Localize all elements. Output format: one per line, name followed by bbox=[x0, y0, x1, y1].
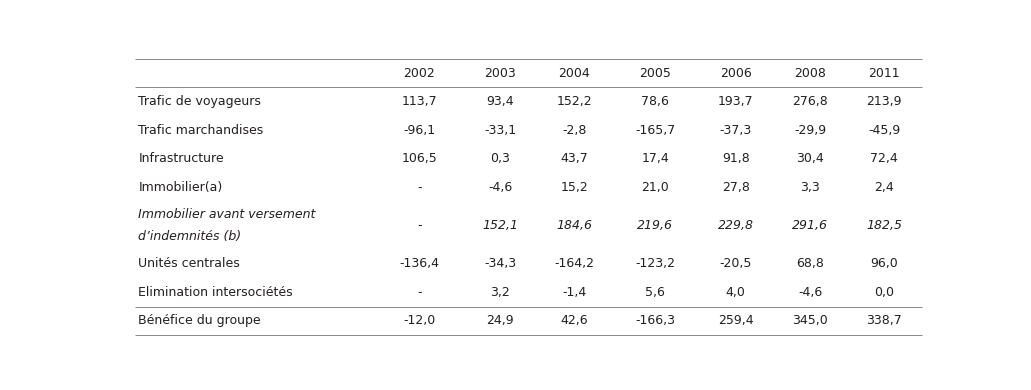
Text: Immobilier avant versement: Immobilier avant versement bbox=[138, 208, 315, 222]
Text: 229,8: 229,8 bbox=[718, 219, 754, 232]
Text: 2003: 2003 bbox=[485, 67, 516, 80]
Text: 345,0: 345,0 bbox=[792, 314, 828, 327]
Text: 96,0: 96,0 bbox=[870, 257, 898, 270]
Text: 152,1: 152,1 bbox=[483, 219, 519, 232]
Text: 2,4: 2,4 bbox=[874, 181, 894, 194]
Text: Bénéfice du groupe: Bénéfice du groupe bbox=[138, 314, 261, 327]
Text: Elimination intersociétés: Elimination intersociétés bbox=[138, 286, 293, 299]
Text: 24,9: 24,9 bbox=[487, 314, 513, 327]
Text: -12,0: -12,0 bbox=[403, 314, 435, 327]
Text: 193,7: 193,7 bbox=[718, 95, 754, 108]
Text: -123,2: -123,2 bbox=[635, 257, 675, 270]
Text: 106,5: 106,5 bbox=[401, 152, 437, 165]
Text: 2005: 2005 bbox=[639, 67, 671, 80]
Text: -4,6: -4,6 bbox=[488, 181, 512, 194]
Text: Unités centrales: Unités centrales bbox=[138, 257, 240, 270]
Text: -165,7: -165,7 bbox=[635, 124, 675, 136]
Text: 338,7: 338,7 bbox=[866, 314, 902, 327]
Text: -164,2: -164,2 bbox=[555, 257, 595, 270]
Text: 2006: 2006 bbox=[720, 67, 752, 80]
Text: 78,6: 78,6 bbox=[641, 95, 669, 108]
Text: 15,2: 15,2 bbox=[561, 181, 589, 194]
Text: -45,9: -45,9 bbox=[868, 124, 900, 136]
Text: Trafic marchandises: Trafic marchandises bbox=[138, 124, 264, 136]
Text: 291,6: 291,6 bbox=[792, 219, 828, 232]
Text: 3,3: 3,3 bbox=[800, 181, 820, 194]
Text: Immobilier(a): Immobilier(a) bbox=[138, 181, 223, 194]
Text: 259,4: 259,4 bbox=[718, 314, 754, 327]
Text: 182,5: 182,5 bbox=[866, 219, 902, 232]
Text: -166,3: -166,3 bbox=[635, 314, 675, 327]
Text: -1,4: -1,4 bbox=[562, 286, 587, 299]
Text: 152,2: 152,2 bbox=[557, 95, 592, 108]
Text: 184,6: 184,6 bbox=[557, 219, 593, 232]
Text: 0,0: 0,0 bbox=[874, 286, 894, 299]
Text: 3,2: 3,2 bbox=[490, 286, 510, 299]
Text: 30,4: 30,4 bbox=[796, 152, 824, 165]
Text: 43,7: 43,7 bbox=[561, 152, 589, 165]
Text: 68,8: 68,8 bbox=[796, 257, 824, 270]
Text: 276,8: 276,8 bbox=[792, 95, 828, 108]
Text: 4,0: 4,0 bbox=[726, 286, 745, 299]
Text: 113,7: 113,7 bbox=[402, 95, 437, 108]
Text: 91,8: 91,8 bbox=[722, 152, 750, 165]
Text: -37,3: -37,3 bbox=[720, 124, 752, 136]
Text: -4,6: -4,6 bbox=[798, 286, 822, 299]
Text: 213,9: 213,9 bbox=[867, 95, 902, 108]
Text: 21,0: 21,0 bbox=[641, 181, 669, 194]
Text: Infrastructure: Infrastructure bbox=[138, 152, 224, 165]
Text: 42,6: 42,6 bbox=[561, 314, 589, 327]
Text: 2002: 2002 bbox=[403, 67, 435, 80]
Text: -136,4: -136,4 bbox=[399, 257, 439, 270]
Text: -: - bbox=[418, 181, 422, 194]
Text: 219,6: 219,6 bbox=[637, 219, 673, 232]
Text: 5,6: 5,6 bbox=[645, 286, 665, 299]
Text: -: - bbox=[418, 286, 422, 299]
Text: 93,4: 93,4 bbox=[487, 95, 513, 108]
Text: 17,4: 17,4 bbox=[641, 152, 669, 165]
Text: -: - bbox=[418, 219, 422, 232]
Text: 2004: 2004 bbox=[559, 67, 591, 80]
Text: 72,4: 72,4 bbox=[870, 152, 898, 165]
Text: -96,1: -96,1 bbox=[403, 124, 435, 136]
Text: 2011: 2011 bbox=[868, 67, 900, 80]
Text: Trafic de voyageurs: Trafic de voyageurs bbox=[138, 95, 261, 108]
Text: -20,5: -20,5 bbox=[720, 257, 752, 270]
Text: -34,3: -34,3 bbox=[484, 257, 517, 270]
Text: -2,8: -2,8 bbox=[562, 124, 587, 136]
Text: 27,8: 27,8 bbox=[722, 181, 750, 194]
Text: -33,1: -33,1 bbox=[484, 124, 517, 136]
Text: -29,9: -29,9 bbox=[794, 124, 826, 136]
Text: 0,3: 0,3 bbox=[490, 152, 510, 165]
Text: 2008: 2008 bbox=[794, 67, 826, 80]
Text: d’indemnités (b): d’indemnités (b) bbox=[138, 230, 241, 243]
